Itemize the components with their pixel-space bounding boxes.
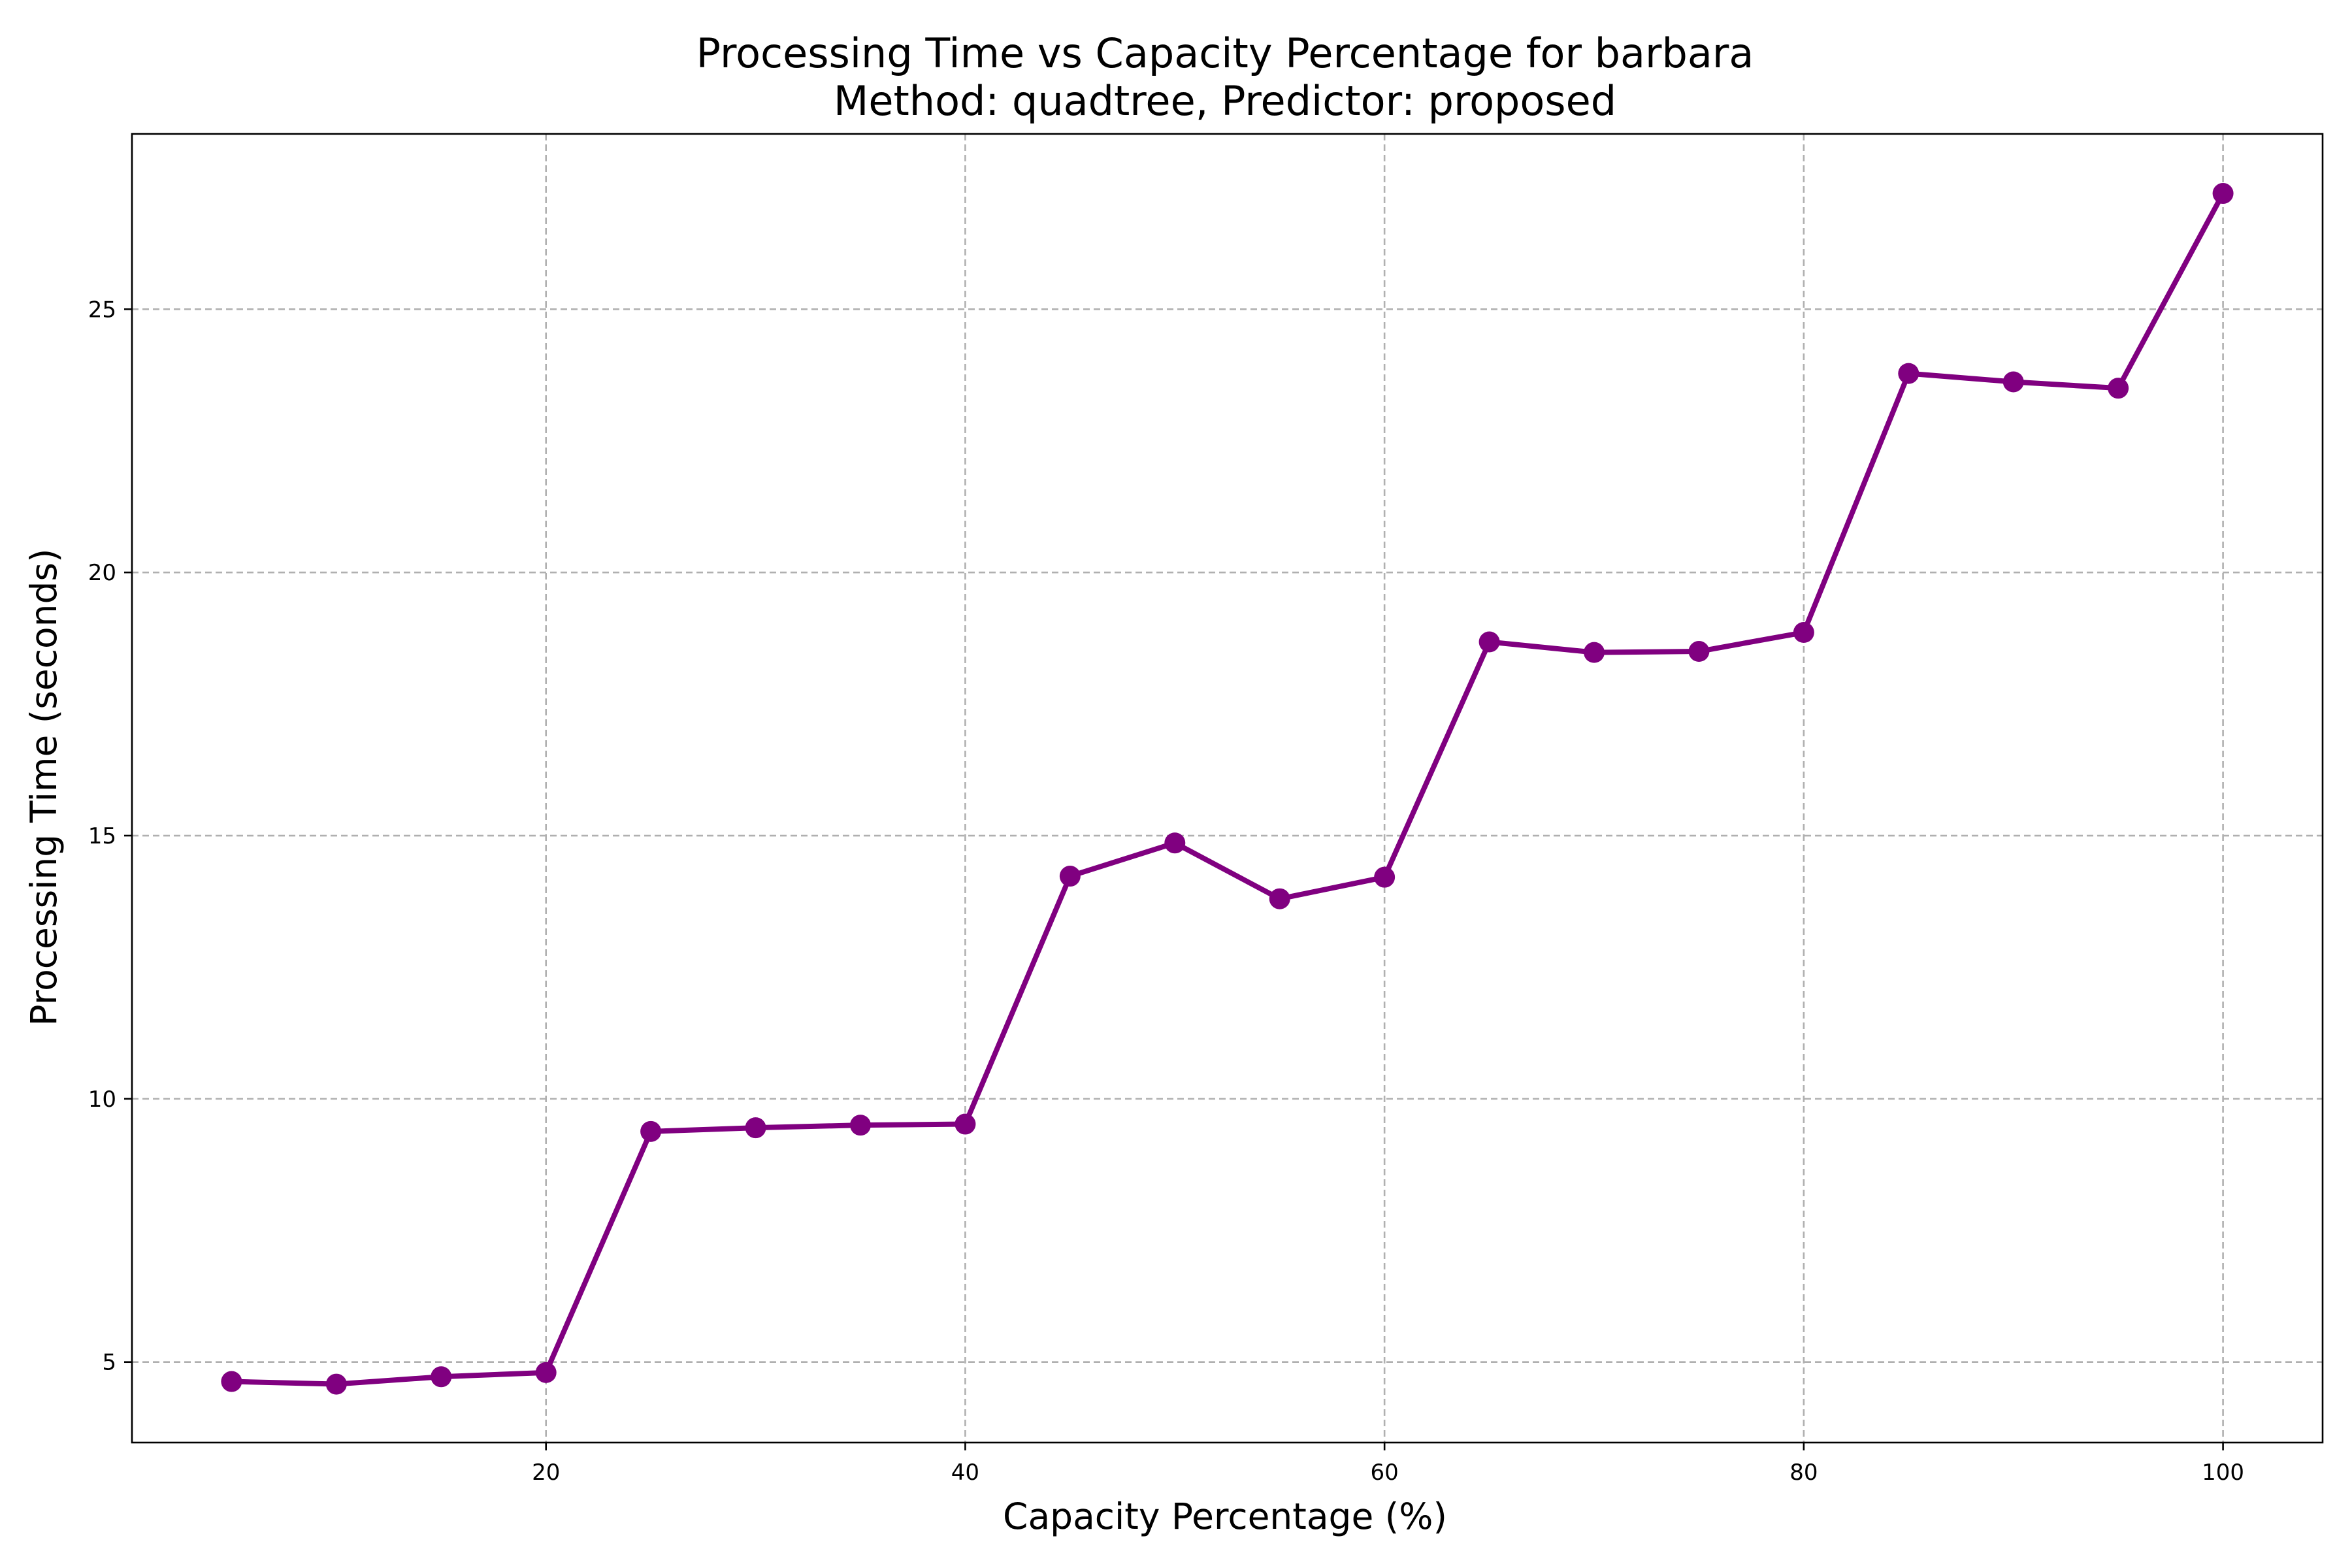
data-point: [1898, 363, 1919, 384]
data-point: [1584, 642, 1605, 663]
data-point: [535, 1362, 557, 1383]
plot-frame: [131, 133, 2324, 1444]
data-point: [221, 1371, 242, 1392]
chart-subtitle: Method: quadtree, Predictor: proposed: [834, 77, 1616, 125]
y-tick-label: 10: [88, 1086, 116, 1113]
data-point: [2002, 371, 2024, 393]
chart-title: Processing Time vs Capacity Percentage f…: [696, 29, 1754, 77]
data-point: [849, 1115, 871, 1136]
x-axis-label: Capacity Percentage (%): [1003, 1495, 1447, 1537]
data-series: [221, 183, 2234, 1395]
data-point: [431, 1366, 452, 1388]
data-point: [1269, 888, 1290, 909]
y-tick-label: 20: [88, 560, 116, 586]
data-point: [640, 1120, 662, 1142]
series-line: [229, 191, 2226, 1387]
data-point: [955, 1113, 976, 1135]
data-point: [1374, 866, 1396, 888]
y-axis-label: Processing Time (seconds): [23, 549, 65, 1026]
x-tick-label: 40: [951, 1460, 979, 1486]
y-tick-label: 5: [102, 1350, 116, 1376]
y-tick-label: 15: [88, 823, 116, 849]
data-point: [325, 1373, 347, 1395]
data-point: [2212, 183, 2234, 204]
data-point: [1478, 631, 1500, 653]
y-tick-label: 25: [88, 297, 116, 323]
x-tick-label: 60: [1371, 1460, 1399, 1486]
axis-ticks: 20 40 60 80 100 5 10 15 20 25: [88, 297, 2244, 1486]
x-tick-label: 80: [1789, 1460, 1818, 1486]
data-point: [1059, 866, 1081, 887]
data-point: [1164, 832, 1186, 854]
data-point: [745, 1117, 766, 1139]
grid-lines: [132, 134, 2323, 1443]
x-tick-label: 20: [532, 1460, 560, 1486]
data-point: [1688, 641, 1710, 662]
data-point: [2108, 378, 2129, 399]
data-point: [1793, 622, 1814, 644]
x-tick-label: 100: [2202, 1460, 2244, 1486]
